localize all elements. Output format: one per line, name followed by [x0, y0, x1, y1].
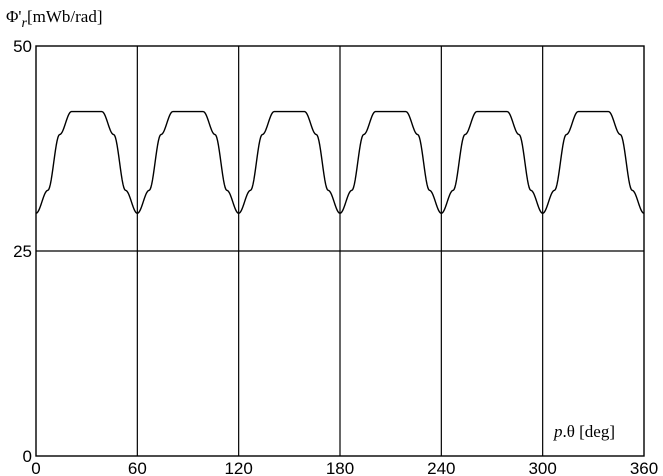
- plot-frame: [35, 45, 645, 457]
- grid-lines: [36, 46, 644, 456]
- y-axis-symbol: Φ': [6, 7, 22, 26]
- x-tick-label-0: 0: [31, 459, 40, 476]
- x-tick-label-120: 120: [224, 459, 252, 476]
- y-tick-label-25: 25: [13, 242, 32, 261]
- y-tick-label-0: 0: [23, 447, 32, 466]
- tick-labels: 0 60 120 180 240 300 360 0 25 50: [13, 37, 658, 476]
- y-axis-unit: [mWb/rad]: [27, 7, 103, 26]
- series-line-0: [35, 110, 645, 214]
- x-tick-label-300: 300: [528, 459, 556, 476]
- x-axis-italic: p: [553, 422, 563, 441]
- x-tick-label-60: 60: [128, 459, 147, 476]
- y-tick-label-50: 50: [13, 37, 32, 56]
- x-tick-label-360: 360: [630, 459, 658, 476]
- x-tick-label-180: 180: [326, 459, 354, 476]
- series-layer: [35, 110, 645, 214]
- x-axis-rest: .θ [deg]: [563, 422, 616, 441]
- y-axis-subscript: r: [22, 16, 28, 31]
- x-tick-label-240: 240: [427, 459, 455, 476]
- y-axis-title: Φ'r[mWb/rad]: [6, 7, 102, 31]
- x-axis-title: p.θ [deg]: [553, 422, 615, 441]
